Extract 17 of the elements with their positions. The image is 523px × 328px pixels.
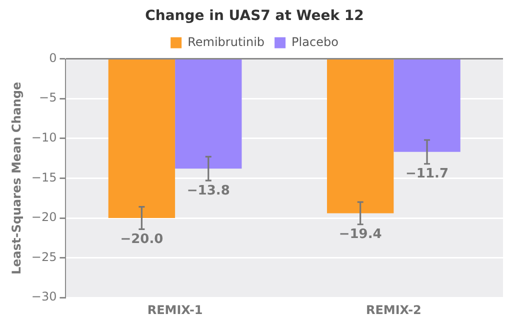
y-tick-label: −15 xyxy=(31,170,57,184)
y-tick-label: −5 xyxy=(39,90,57,105)
y-tick-label: −30 xyxy=(31,290,57,304)
y-axis-title: Least-Squares Mean Change xyxy=(9,82,24,275)
data-label: −13.8 xyxy=(186,183,230,198)
x-tick-label: REMIX-2 xyxy=(366,302,422,317)
chart-title: Change in UAS7 at Week 12 xyxy=(145,8,364,24)
legend-label: Remibrutinib xyxy=(188,34,265,49)
data-label: −11.7 xyxy=(406,166,449,182)
data-label: −19.4 xyxy=(338,227,382,242)
legend-label: Placebo xyxy=(292,34,338,49)
y-tick-label: −10 xyxy=(31,130,57,145)
y-tick-label: −25 xyxy=(31,250,57,264)
y-tick-label: 0 xyxy=(49,50,57,65)
data-label: −20.0 xyxy=(120,232,164,248)
x-tick-label: REMIX-1 xyxy=(147,302,203,317)
y-tick-label: −20 xyxy=(31,210,57,224)
